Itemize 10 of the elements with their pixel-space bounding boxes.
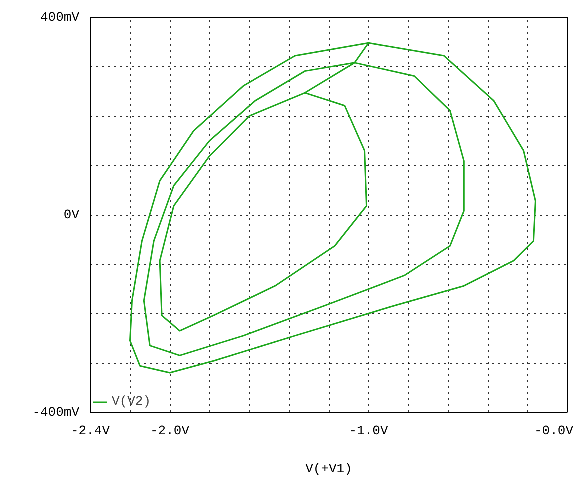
line-series (130, 42, 536, 374)
x-tick-label: -1.0V (349, 424, 388, 438)
y-tick-label: 0V (64, 208, 80, 222)
legend-label: V(V2) (112, 394, 152, 409)
x-tick-label: -0.0V (534, 424, 574, 438)
y-tick-label: 400mV (40, 10, 80, 25)
y-tick-label: -400mV (32, 405, 80, 420)
x-tick-label: -2.4V (70, 424, 110, 438)
x-axis-title: V(+V1) (306, 462, 352, 476)
x-tick-label: -2.0V (150, 424, 190, 438)
